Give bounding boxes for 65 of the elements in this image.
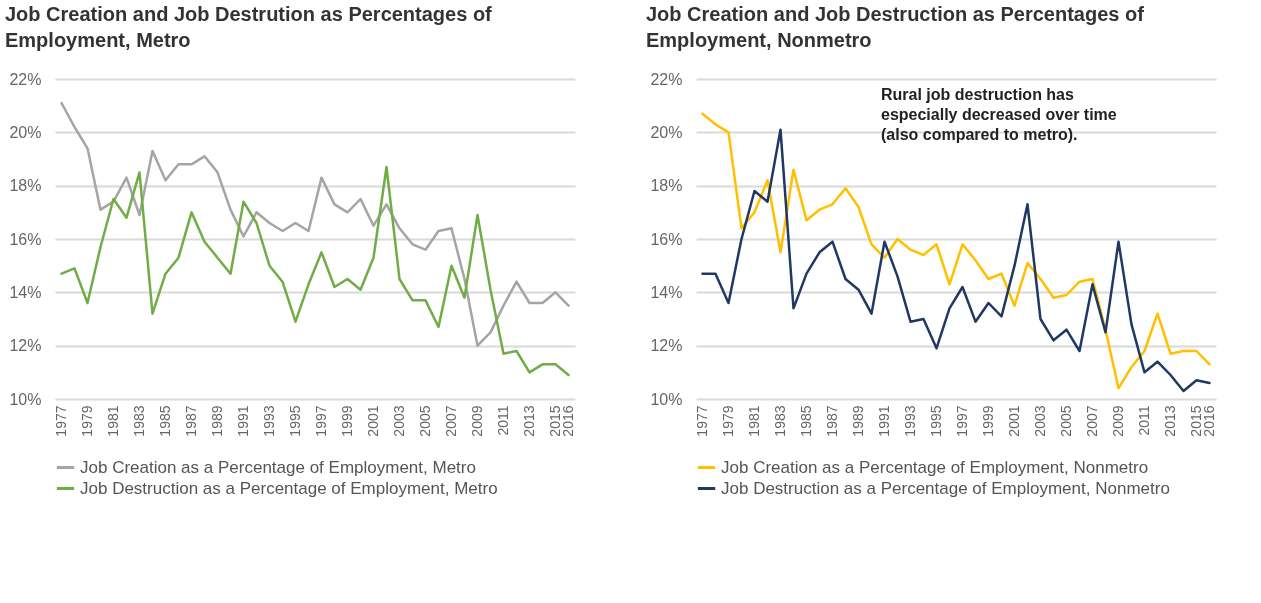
x-tick-label: 1985: [798, 405, 814, 437]
x-tick-label: 2005: [1058, 405, 1074, 437]
line-series: [60, 165, 570, 377]
x-tick-label: 1993: [261, 405, 277, 437]
line-series: [60, 101, 570, 347]
x-tick-label: 2013: [521, 405, 537, 437]
x-tick-label: 1979: [720, 405, 736, 437]
y-tick-label: 16%: [650, 230, 683, 248]
x-tick-label: 1981: [746, 405, 762, 437]
y-tick-label: 16%: [9, 230, 42, 248]
x-tick-label: 1985: [157, 405, 173, 437]
chart-title: Job Creation and Job Destruction as Percentages of Employment, Nonmetro: [646, 3, 1145, 51]
y-tick-label: 18%: [650, 177, 683, 195]
legend-label: Job Creation as a Percentage of Employment, Nonmetro: [721, 457, 1149, 477]
y-tick-label: 12%: [650, 337, 683, 355]
x-tick-label: 2009: [469, 405, 485, 437]
y-tick-label: 14%: [650, 283, 683, 301]
x-tick-label: 2011: [1136, 405, 1152, 436]
x-tick-label: 2001: [1006, 405, 1022, 437]
x-tick-label: 2009: [1110, 405, 1126, 437]
legend-label: Job Destruction as a Percentage of Employment, Nonmetro: [721, 478, 1170, 498]
y-tick-label: 10%: [650, 390, 683, 408]
y-tick-label: 10%: [9, 390, 42, 408]
x-tick-label: 1981: [105, 405, 121, 437]
x-tick-label: 1983: [131, 405, 147, 437]
y-tick-label: 22%: [9, 70, 42, 88]
x-tick-label: 2003: [1032, 405, 1048, 437]
x-tick-label: 2011: [495, 405, 511, 436]
x-tick-label: 1989: [850, 405, 866, 437]
x-tick-label: 1991: [876, 405, 892, 437]
annotation: Rural job destruction has especially decreased over time (also compared to metro).: [881, 86, 1117, 143]
x-tick-label: 1989: [209, 405, 225, 437]
x-tick-label: 1997: [954, 405, 970, 437]
y-tick-label: 22%: [650, 70, 683, 88]
x-tick-label: 1977: [53, 405, 69, 437]
x-tick-label: 1987: [183, 405, 199, 437]
x-tick-label: 2015: [547, 405, 563, 437]
y-tick-label: 12%: [9, 337, 42, 355]
x-tick-label: 1979: [79, 405, 95, 437]
x-tick-label: 2015: [1188, 405, 1204, 437]
x-tick-label: 1995: [287, 405, 303, 437]
x-tick-label: 2007: [443, 405, 459, 437]
x-tick-label: 2016: [1201, 405, 1217, 437]
chart-title: Job Creation and Job Destrution as Percentages of Employment, Metro: [5, 3, 493, 51]
x-tick-label: 1997: [313, 405, 329, 437]
y-tick-label: 20%: [650, 123, 683, 141]
x-tick-label: 2003: [391, 405, 407, 437]
x-tick-label: 2016: [560, 405, 576, 437]
y-tick-label: 18%: [9, 177, 42, 195]
x-tick-label: 1999: [339, 405, 355, 437]
x-tick-label: 2007: [1084, 405, 1100, 437]
y-tick-label: 20%: [9, 123, 42, 141]
x-tick-label: 1987: [824, 405, 840, 437]
x-tick-label: 2001: [365, 405, 381, 437]
legend-label: Job Creation as a Percentage of Employment, Metro: [80, 457, 476, 477]
legend-label: Job Destruction as a Percentage of Employment, Metro: [80, 478, 498, 498]
x-tick-label: 1995: [928, 405, 944, 437]
x-tick-label: 1999: [980, 405, 996, 437]
x-tick-label: 2013: [1162, 405, 1178, 437]
x-tick-label: 1993: [902, 405, 918, 437]
x-tick-label: 1991: [235, 405, 251, 437]
x-tick-label: 1983: [772, 405, 788, 437]
y-tick-label: 14%: [9, 283, 42, 301]
x-tick-label: 2005: [417, 405, 433, 437]
x-tick-label: 1977: [694, 405, 710, 437]
